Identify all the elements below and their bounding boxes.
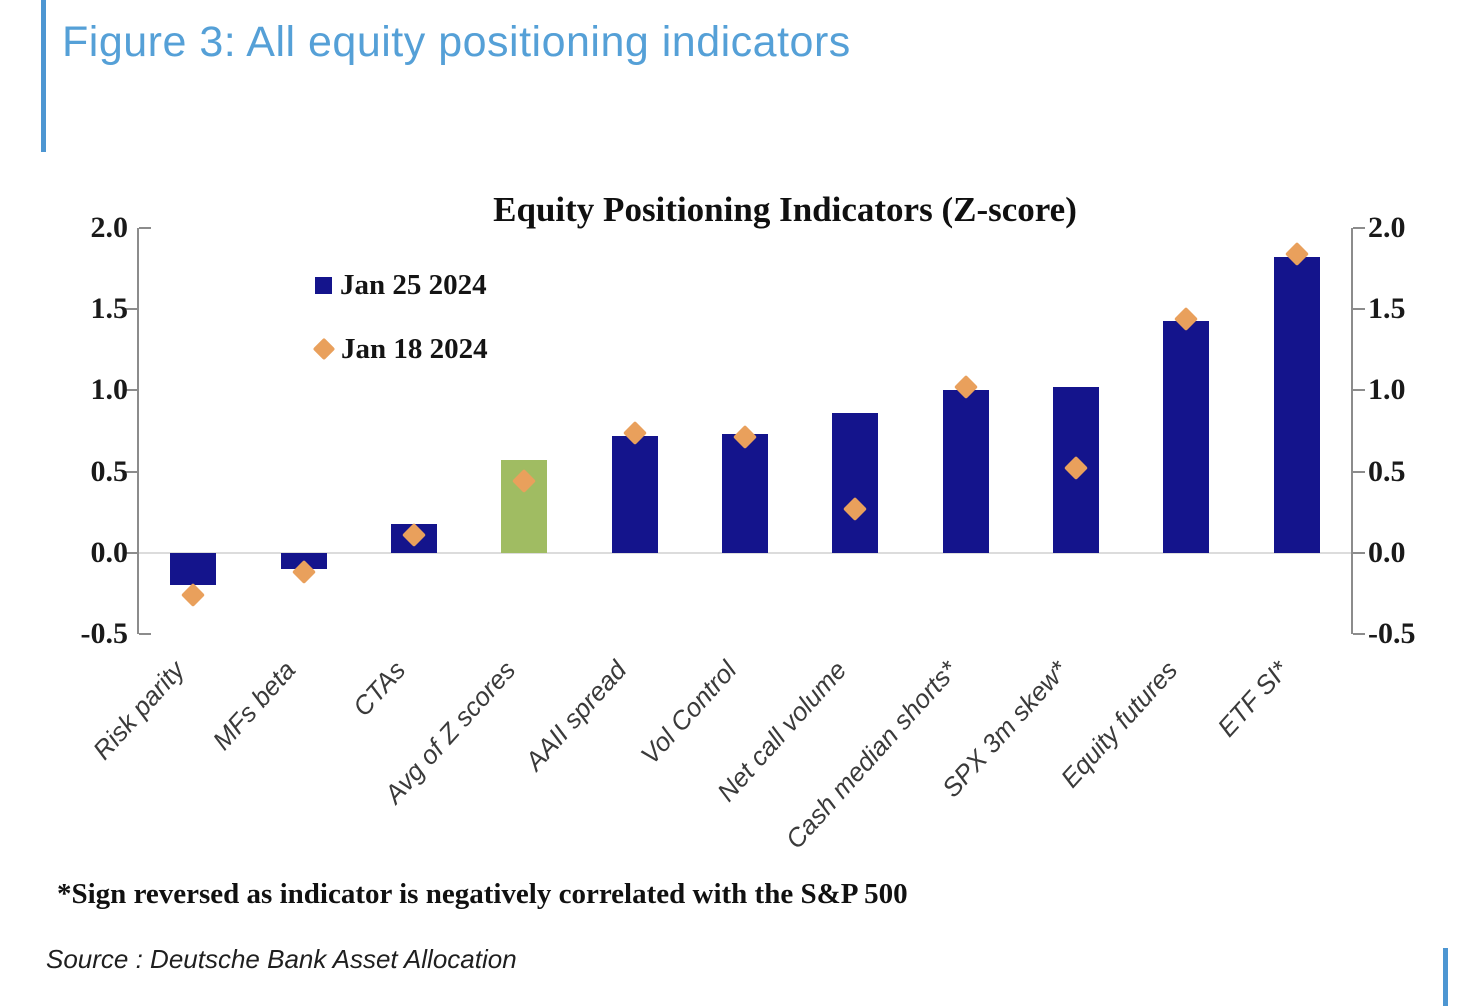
left-tick-0.0 [125,551,137,554]
left-axis-line [137,228,139,634]
left-tick-label-0.0: 0.0 [90,535,129,569]
legend-label-jan-18: Jan 18 2024 [341,332,488,365]
right-tick-0.5 [1353,470,1365,473]
right-tick-label-0.5: 0.5 [1368,454,1406,488]
left-tick-0.5 [125,470,137,473]
bar-equity-futures [1163,320,1210,553]
x-label-equity-futures: Equity futures [1055,655,1184,794]
right-tick-label-2.0: 2.0 [1368,211,1406,244]
header-accent-bar [41,0,46,152]
footnote: *Sign reversed as indicator is negativel… [57,878,908,910]
chart-title: Equity Positioning Indicators (Z-score) [493,190,1077,229]
source-line: Source : Deutsche Bank Asset Allocation [46,944,517,974]
bar-net-call-volume [832,413,879,553]
bar-vol-control [722,434,768,553]
bar-aaii-spread [611,435,658,553]
right-tick-label-0.0: 0.0 [1368,535,1406,569]
left-tick-1.0 [125,389,137,392]
right-tick-1.5 [1353,308,1365,311]
legend-item-jan-18: Jan 18 2024 [312,332,488,366]
bar-etf-si- [1273,257,1320,553]
right-tick-2.0 [1353,227,1365,229]
left-tick-label--0.5: -0.5 [80,617,129,650]
figure-title: Figure 3: All equity positioning indicat… [62,18,851,66]
left-tick-label-2.0: 2.0 [90,211,129,244]
left-tick-2.0 [139,227,151,229]
right-tick-0.0 [1353,551,1365,554]
chart-legend: Jan 25 2024 Jan 18 2024 [312,268,488,396]
bar-risk-parity [170,552,217,586]
left-tick-label-1.5: 1.5 [90,292,129,326]
left-tick-label-1.0: 1.0 [90,373,129,407]
legend-label-jan-25: Jan 25 2024 [340,268,487,301]
right-axis-line [1351,228,1353,634]
legend-square-marker-icon [315,276,332,294]
diamond-risk-parity [181,582,206,608]
left-tick-1.5 [125,308,137,311]
left-tick--0.5 [139,633,151,635]
x-label-etf-si-: ETF SI* [1211,655,1295,743]
zero-gridline [138,551,1352,554]
legend-item-jan-25: Jan 25 2024 [315,268,488,302]
right-tick--0.5 [1353,633,1365,635]
right-tick-label-1.5: 1.5 [1368,292,1406,326]
bottom-accent-bar [1443,948,1448,1006]
right-tick-label--0.5: -0.5 [1368,617,1416,650]
right-tick-label-1.0: 1.0 [1368,373,1406,407]
bar-cash-median-shorts- [942,390,989,553]
left-tick-label-0.5: 0.5 [90,454,129,488]
right-tick-1.0 [1353,389,1365,392]
